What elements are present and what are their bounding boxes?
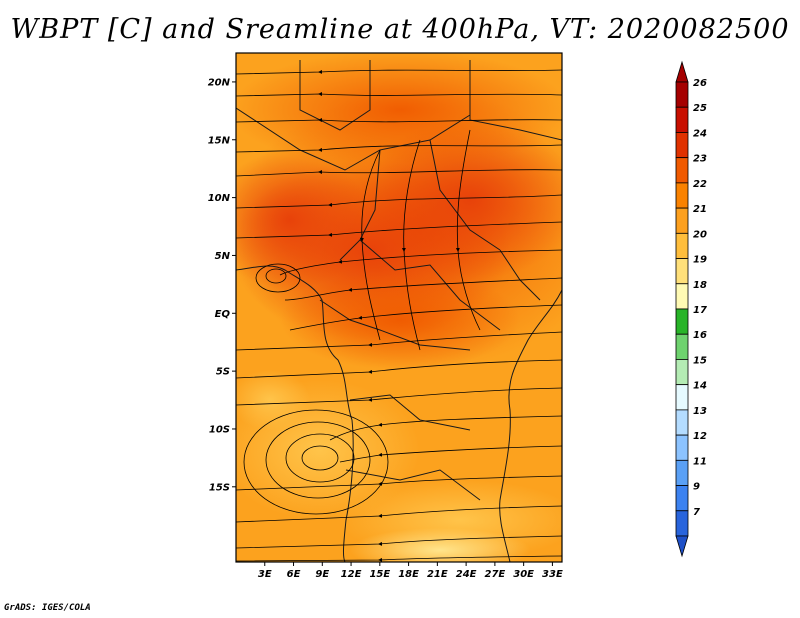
colorbar-label: 7 — [693, 507, 700, 518]
colorbar-label: 17 — [693, 305, 707, 316]
colorbar-swatch — [675, 409, 689, 436]
lat-tick-label: 5N — [215, 251, 231, 262]
colorbar-swatch — [675, 232, 689, 259]
colorbar-top-arrow — [675, 60, 689, 83]
colorbar-swatch — [675, 283, 689, 310]
lon-tick-label: 21E — [427, 569, 448, 580]
longitude-axis: 3E 6E 9E 12E 15E 18E 21E 24E 27E 30E 33E — [258, 562, 563, 580]
colorbar-swatch — [675, 459, 689, 486]
lon-tick-label: 18E — [398, 569, 419, 580]
lon-tick-label: 27E — [485, 569, 506, 580]
map-title: WBPT [C] and Sreamline at 400hPa, VT: 20… — [10, 14, 790, 45]
colorbar-swatch — [675, 434, 689, 461]
colorbar-swatch — [675, 510, 689, 537]
colorbar-bottom-arrow — [675, 535, 689, 558]
lat-tick-label: 20N — [208, 77, 231, 88]
colorbar-label: 26 — [693, 78, 707, 89]
lon-tick-label: 6E — [287, 569, 301, 580]
colorbar-swatch — [675, 106, 689, 133]
colorbar-swatch — [675, 333, 689, 360]
colorbar-label: 21 — [693, 204, 707, 215]
colorbar-label: 24 — [693, 128, 707, 139]
colorbar-label: 14 — [693, 381, 707, 392]
lon-tick-label: 12E — [341, 569, 362, 580]
colorbar-label: 15 — [693, 355, 707, 366]
streamlines — [236, 69, 562, 562]
latitude-axis: 20N 15N 10N 5N EQ 5S 10S 15S — [208, 77, 236, 493]
lat-tick-label: 10S — [209, 424, 230, 435]
colorbar-label: 18 — [693, 280, 707, 291]
wbpt-shading — [236, 53, 562, 562]
lon-tick-label: 33E — [542, 569, 563, 580]
lat-tick-label: 15S — [209, 482, 230, 493]
lat-tick-label: 5S — [216, 367, 230, 378]
colorbar-swatch — [675, 157, 689, 184]
lon-tick-label: 9E — [315, 569, 329, 580]
lat-tick-label: 15N — [208, 135, 231, 146]
colorbar-swatch — [675, 81, 689, 108]
colorbar-label: 22 — [693, 179, 707, 190]
colorbar-label: 23 — [693, 154, 707, 165]
colorbar-label: 19 — [693, 255, 707, 266]
colorbar: 26 25 24 23 22 21 20 19 18 17 16 15 14 13 12 11 9 7 — [675, 60, 707, 558]
plot-frame — [235, 52, 563, 563]
colorbar-label: 13 — [693, 406, 707, 417]
colorbar-swatch — [675, 485, 689, 512]
colorbar-label: 16 — [693, 330, 707, 341]
colorbar-swatch — [675, 132, 689, 159]
colorbar-swatch — [675, 207, 689, 234]
footer-credit: GrADS: IGES/COLA — [4, 603, 91, 613]
colorbar-swatch — [675, 384, 689, 411]
lat-tick-label: 10N — [208, 193, 231, 204]
lon-tick-label: 24E — [456, 569, 477, 580]
lon-tick-label: 30E — [513, 569, 534, 580]
colorbar-swatch — [675, 182, 689, 209]
coastlines — [236, 60, 562, 562]
lon-tick-label: 15E — [369, 569, 390, 580]
colorbar-swatch — [675, 258, 689, 285]
colorbar-label: 25 — [693, 103, 707, 114]
lon-tick-label: 3E — [258, 569, 272, 580]
colorbar-label: 12 — [693, 431, 707, 442]
colorbar-label: 20 — [693, 229, 707, 240]
lat-tick-label: EQ — [215, 309, 231, 320]
colorbar-label: 11 — [693, 456, 707, 467]
colorbar-swatch — [675, 359, 689, 386]
colorbar-label: 9 — [693, 482, 700, 493]
colorbar-swatch — [675, 308, 689, 335]
